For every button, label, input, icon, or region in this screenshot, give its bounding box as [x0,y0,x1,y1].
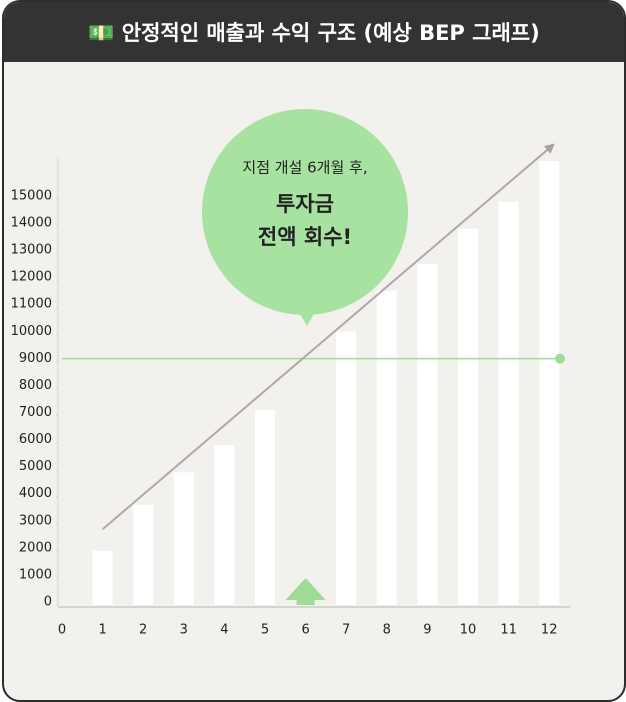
y-tick-label: 3000 [19,513,52,528]
y-tick-label: 12000 [11,270,52,285]
y-tick-label: 14000 [11,216,52,231]
y-tick-label: 6000 [19,432,52,447]
x-tick-label: 1 [98,623,106,638]
bar [255,410,275,605]
y-tick-label: 9000 [19,351,52,366]
y-tick-label: 11000 [11,297,52,312]
callout-text: 전액 회수! [258,225,352,249]
x-tick-label: 0 [58,623,66,638]
y-tick-label: 8000 [19,378,52,393]
y-tick-label: 5000 [19,459,52,474]
y-tick-label: 15000 [11,188,52,203]
bar [133,504,154,605]
chart-title: 💵 안정적인 매출과 수익 구조 (예상 BEP 그래프) [4,2,624,62]
x-tick-label: 12 [541,623,558,638]
bar [539,161,560,605]
x-tick-label: 8 [383,623,391,638]
y-tick-label: 1000 [19,567,52,582]
bar [417,263,438,605]
y-tick-label: 0 [44,595,52,610]
bar [376,290,397,605]
x-tick-label: 10 [460,623,477,638]
callout-bubble [202,109,408,315]
x-tick-label: 11 [500,623,517,638]
bar [458,228,478,606]
y-tick-label: 10000 [11,324,52,339]
callout-text: 지점 개설 6개월 후, [242,159,367,177]
x-tick-label: 3 [180,623,188,638]
y-tick-label: 2000 [19,540,52,555]
y-tick-label: 7000 [19,405,52,420]
x-tick-label: 7 [342,623,350,638]
bar [498,201,519,606]
y-tick-label: 13000 [11,243,52,258]
bar [92,550,113,605]
x-tick-label: 4 [220,623,228,638]
x-tick-label: 6 [301,623,309,638]
bar [214,445,235,605]
marker-arrow [285,578,326,605]
x-tick-label: 2 [139,623,147,638]
bar [336,331,357,605]
y-tick-label: 4000 [19,486,52,501]
x-tick-label: 9 [423,623,431,638]
callout-pointer [292,300,322,326]
callout-text: 투자금 [276,192,334,216]
bar [173,472,194,605]
trend-line [101,143,555,530]
x-tick-label: 5 [261,623,269,638]
bep-dot [555,353,565,364]
